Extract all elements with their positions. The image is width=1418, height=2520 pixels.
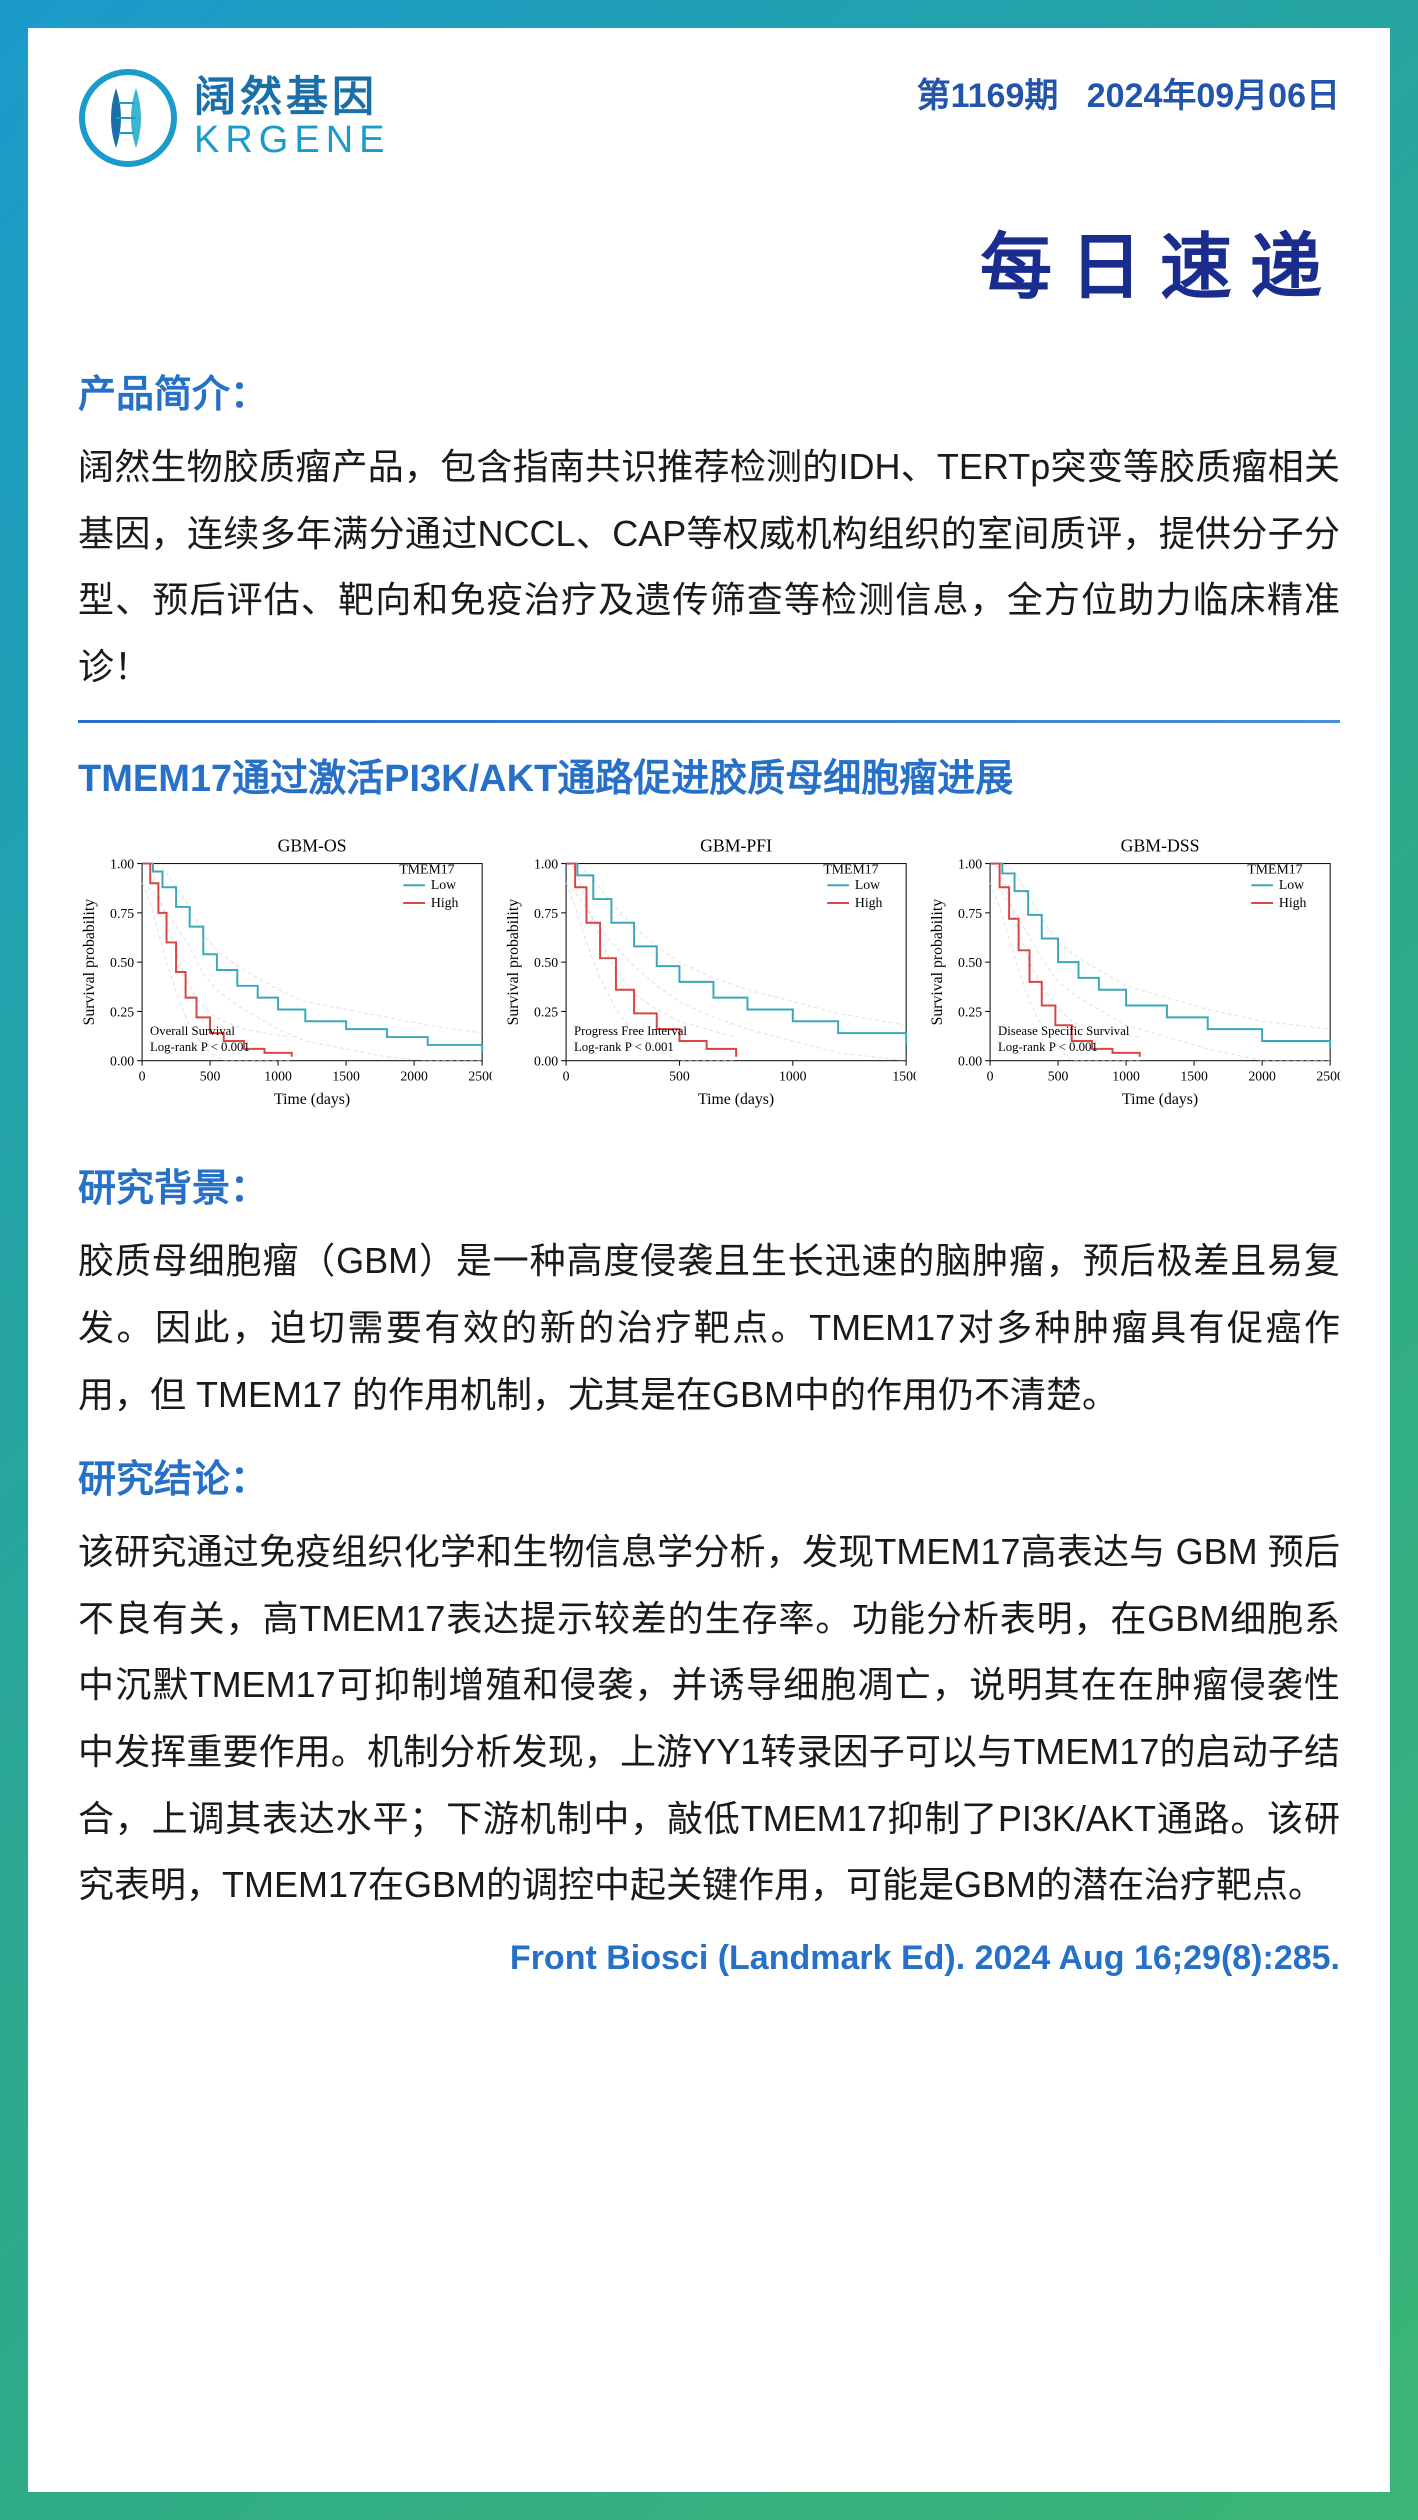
svg-text:500: 500 (200, 1069, 221, 1084)
svg-text:High: High (1279, 895, 1307, 910)
svg-text:2000: 2000 (400, 1069, 428, 1084)
chart-gbm-pfi: GBM-PFI 0.00 0.25 0.50 0.75 1.00 0 500 1000 1500 T… (502, 832, 916, 1117)
article-title: TMEM17通过激活PI3K/AKT通路促进胶质母细胞瘤进展 (78, 747, 1340, 802)
charts-row: GBM-OS 0.00 0.25 0.50 0.75 1.00 0 500 1000 1500 20… (78, 832, 1340, 1117)
svg-text:500: 500 (1048, 1069, 1069, 1084)
svg-text:1500: 1500 (892, 1069, 916, 1084)
svg-text:0: 0 (987, 1069, 994, 1084)
intro-text: 阔然生物胶质瘤产品，包含指南共识推荐检测的IDH、TERTp突变等胶质瘤相关基因… (78, 434, 1340, 700)
svg-text:0.75: 0.75 (534, 906, 558, 921)
svg-text:Time (days): Time (days) (274, 1091, 350, 1108)
svg-text:1.00: 1.00 (110, 857, 134, 872)
issue-number: 第1169期 (917, 77, 1059, 115)
issue-date: 第1169期 2024年09月06日 (917, 68, 1340, 117)
svg-text:TMEM17: TMEM17 (823, 862, 878, 877)
svg-text:Survival probability: Survival probability (505, 899, 522, 1026)
svg-text:0.25: 0.25 (110, 1005, 134, 1020)
svg-text:1500: 1500 (1180, 1069, 1208, 1084)
svg-text:1.00: 1.00 (958, 857, 982, 872)
conclusion-heading: 研究结论： (78, 1448, 1340, 1503)
svg-text:Log-rank P < 0.001: Log-rank P < 0.001 (574, 1040, 674, 1054)
svg-text:0.75: 0.75 (958, 906, 982, 921)
header: 阔然基因 KRGENE 第1169期 2024年09月06日 (78, 68, 1340, 168)
svg-text:2500: 2500 (1316, 1069, 1340, 1084)
conclusion-text: 该研究通过免疫组织化学和生物信息学分析，发现TMEM17高表达与 GBM 预后不… (78, 1519, 1340, 1919)
svg-text:500: 500 (669, 1069, 690, 1084)
svg-text:Disease Specific Survival: Disease Specific Survival (998, 1024, 1130, 1038)
svg-text:Time (days): Time (days) (1122, 1091, 1198, 1108)
svg-text:Survival probability: Survival probability (929, 899, 946, 1026)
main-title: 每日速递 (78, 208, 1340, 313)
svg-text:TMEM17: TMEM17 (399, 862, 454, 877)
chart-gbm-dss: GBM-DSS 0.00 0.25 0.50 0.75 1.00 0 500 1000 1500 2… (926, 832, 1340, 1117)
svg-text:1.00: 1.00 (534, 857, 558, 872)
svg-text:1000: 1000 (1112, 1069, 1140, 1084)
svg-text:2500: 2500 (468, 1069, 492, 1084)
svg-text:Low: Low (431, 878, 456, 893)
svg-text:TMEM17: TMEM17 (1247, 862, 1302, 877)
svg-text:Low: Low (855, 878, 880, 893)
svg-text:High: High (855, 895, 883, 910)
svg-text:0.50: 0.50 (534, 955, 558, 970)
background-heading: 研究背景： (78, 1157, 1340, 1212)
svg-text:0.00: 0.00 (110, 1054, 134, 1069)
svg-text:0: 0 (563, 1069, 570, 1084)
page-container: 阔然基因 KRGENE 第1169期 2024年09月06日 每日速递 产品简介… (28, 28, 1390, 2492)
svg-text:1500: 1500 (332, 1069, 360, 1084)
company-logo-icon (78, 68, 178, 168)
svg-text:0.50: 0.50 (958, 955, 982, 970)
svg-text:2000: 2000 (1248, 1069, 1276, 1084)
citation: Front Biosci (Landmark Ed). 2024 Aug 16;… (78, 1939, 1340, 1978)
svg-text:Log-rank P < 0.001: Log-rank P < 0.001 (150, 1040, 250, 1054)
svg-text:Low: Low (1279, 878, 1304, 893)
svg-text:0.00: 0.00 (534, 1054, 558, 1069)
logo-block: 阔然基因 KRGENE (78, 68, 390, 168)
intro-heading: 产品简介： (78, 363, 1340, 418)
chart-gbm-os: GBM-OS 0.00 0.25 0.50 0.75 1.00 0 500 1000 1500 20… (78, 832, 492, 1117)
logo-text-cn: 阔然基因 (194, 74, 390, 120)
issue-date-value: 2024年09月06日 (1087, 77, 1340, 115)
svg-text:0: 0 (139, 1069, 146, 1084)
logo-text-block: 阔然基因 KRGENE (194, 74, 390, 162)
svg-text:0.25: 0.25 (534, 1005, 558, 1020)
svg-text:Log-rank P < 0.001: Log-rank P < 0.001 (998, 1040, 1098, 1054)
svg-text:0.75: 0.75 (110, 906, 134, 921)
svg-text:Time (days): Time (days) (698, 1091, 774, 1108)
divider (78, 720, 1340, 723)
svg-text:GBM-OS: GBM-OS (278, 836, 347, 856)
svg-text:GBM-DSS: GBM-DSS (1121, 836, 1200, 856)
svg-text:GBM-PFI: GBM-PFI (700, 836, 772, 856)
svg-text:Overall Survival: Overall Survival (150, 1024, 235, 1038)
svg-text:Survival probability: Survival probability (81, 899, 98, 1026)
svg-text:1000: 1000 (264, 1069, 292, 1084)
svg-text:1000: 1000 (779, 1069, 807, 1084)
svg-text:Progress Free Interval: Progress Free Interval (574, 1024, 687, 1038)
svg-text:0.00: 0.00 (958, 1054, 982, 1069)
logo-text-en: KRGENE (194, 120, 390, 162)
svg-text:0.50: 0.50 (110, 955, 134, 970)
svg-text:High: High (431, 895, 459, 910)
svg-text:0.25: 0.25 (958, 1005, 982, 1020)
background-text: 胶质母细胞瘤（GBM）是一种高度侵袭且生长迅速的脑肿瘤，预后极差且易复发。因此，… (78, 1228, 1340, 1428)
